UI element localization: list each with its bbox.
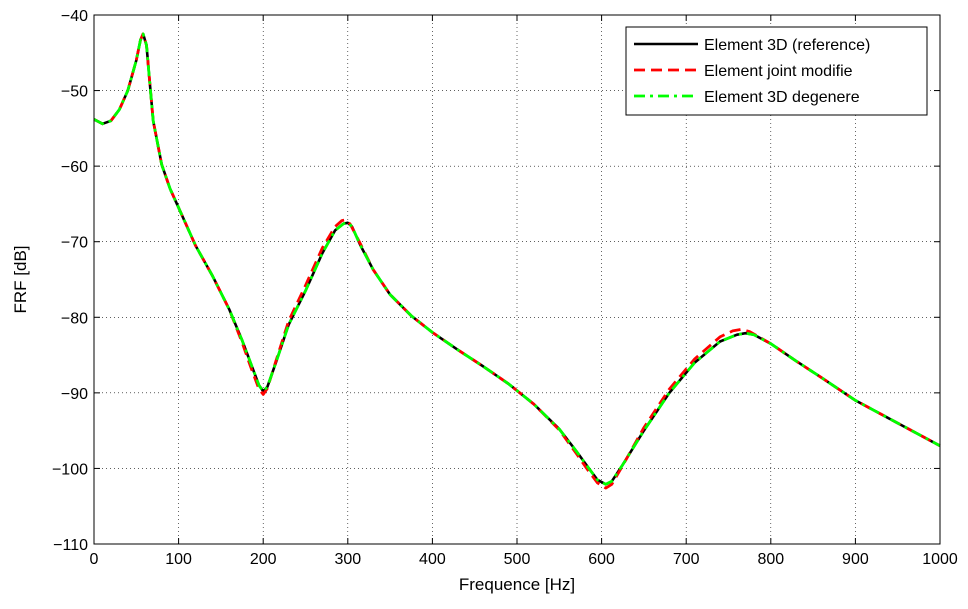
y-tick-label: −50 xyxy=(61,84,88,101)
x-tick-label: 300 xyxy=(334,551,361,568)
y-tick-label: −100 xyxy=(52,461,88,478)
y-tick-label: −90 xyxy=(61,386,88,403)
x-tick-label: 400 xyxy=(419,551,446,568)
x-tick-label: 800 xyxy=(757,551,784,568)
x-tick-label: 500 xyxy=(504,551,531,568)
legend-label-2: Element joint modifie xyxy=(704,63,853,80)
legend-label-1: Element 3D (reference) xyxy=(704,37,870,54)
y-tick-label: −80 xyxy=(61,310,88,327)
y-tick-label: −60 xyxy=(61,159,88,176)
legend-label-3: Element 3D degenere xyxy=(704,89,860,106)
x-tick-label: 1000 xyxy=(922,551,958,568)
axis-ticks: 0 100 200 300 400 500 600 700 800 900 1000 −110 −100… xyxy=(52,8,958,568)
y-tick-label: −70 xyxy=(61,235,88,252)
y-tick-label: −40 xyxy=(61,8,88,25)
x-tick-label: 0 xyxy=(90,551,99,568)
series-lines xyxy=(93,32,941,490)
y-axis-label: FRF [dB] xyxy=(11,245,30,313)
x-axis-label: Frequence [Hz] xyxy=(459,575,575,594)
y-tick-label: −110 xyxy=(53,537,88,554)
x-tick-label: 700 xyxy=(673,551,700,568)
x-tick-label: 200 xyxy=(250,551,277,568)
legend: Element 3D (reference) Element joint modi… xyxy=(625,26,928,116)
x-tick-label: 900 xyxy=(842,551,869,568)
x-tick-label: 100 xyxy=(165,551,192,568)
x-tick-label: 600 xyxy=(588,551,615,568)
